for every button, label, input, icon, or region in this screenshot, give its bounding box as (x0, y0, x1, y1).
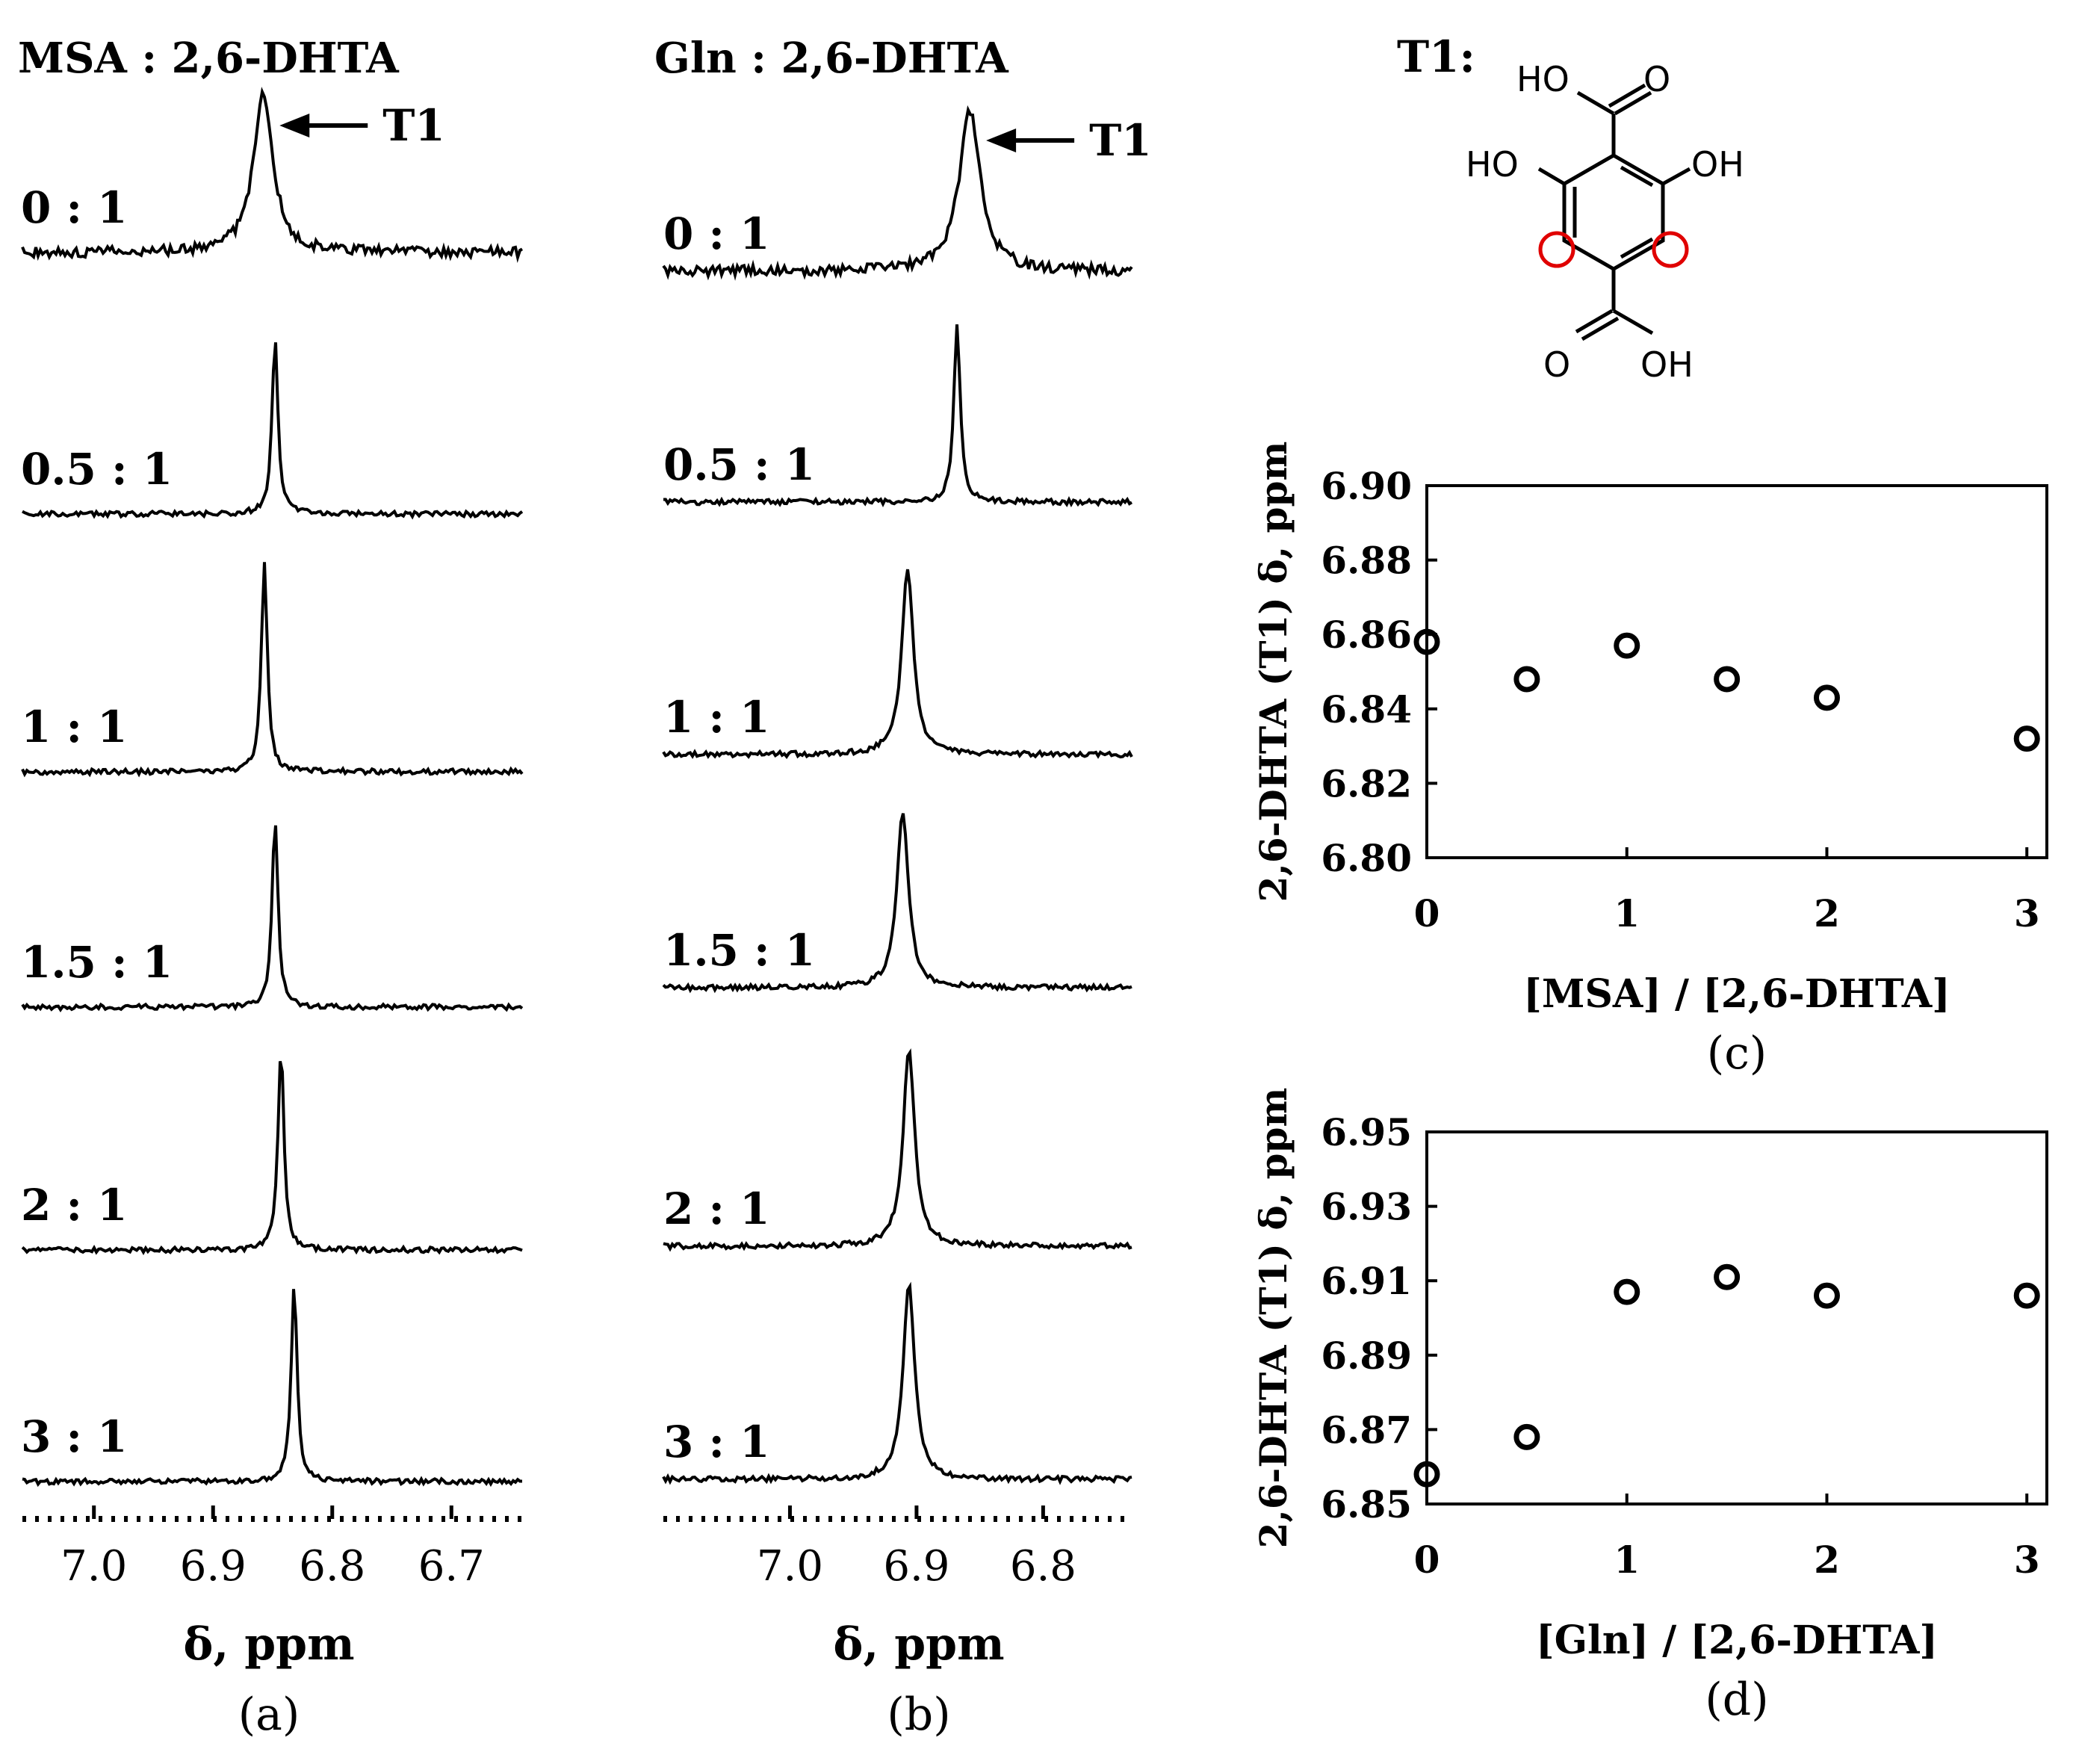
data-point (1513, 666, 1540, 693)
group-right-oh: OH (1691, 144, 1744, 185)
x-tick-label: 6.8 (299, 1542, 365, 1591)
ratio-label: 1.5 : 1 (21, 937, 173, 988)
x-tick-label: 6.8 (1010, 1542, 1076, 1591)
spectrum-3 (662, 813, 1132, 994)
arrow-head (279, 114, 310, 137)
data-point (1413, 1461, 1440, 1488)
x-axis-label: δ, ppm (183, 1618, 354, 1671)
y-tick-label: 6.85 (1321, 1482, 1412, 1526)
y-tick-label: 6.88 (1321, 539, 1412, 583)
y-tick-label: 6.95 (1321, 1110, 1412, 1154)
y-tick-label: 6.89 (1321, 1334, 1412, 1378)
ratio-label: 1.5 : 1 (663, 925, 815, 976)
y-tick-label: 6.80 (1321, 836, 1412, 880)
ratio-label: 0.5 : 1 (663, 439, 815, 490)
ratio-label: 0.5 : 1 (21, 444, 173, 495)
x-tick-label: 7.0 (757, 1542, 823, 1591)
panel-d-scatter-plot: 6.85 6.87 6.89 6.91 6.93 6.95 0 1 2 3 [Gln] / [2,6… (1251, 1088, 2048, 1726)
ratio-label: 0 : 1 (663, 208, 770, 259)
ratio-label: 0 : 1 (21, 182, 128, 233)
group-left-oh: HO (1466, 144, 1519, 185)
x-axis-label: [Gln] / [2,6-DHTA] (1536, 1618, 1938, 1663)
group-bottom-oh: OH (1640, 344, 1694, 385)
spectrum-1 (22, 342, 524, 520)
peak-label: T1 (382, 100, 445, 151)
ratio-label: 2 : 1 (663, 1183, 770, 1234)
x-tick-label: 2 (1814, 891, 1840, 935)
y-axis-label: 2,6-DHTA (T1) δ, ppm (1251, 442, 1295, 903)
spectrum-0 (662, 105, 1133, 281)
spectrum-2 (662, 569, 1133, 759)
benzene-ring (1537, 83, 1691, 341)
y-tick-label: 6.90 (1321, 464, 1412, 508)
panel-title: MSA : 2,6-DHTA (18, 34, 400, 83)
spectrum-5 (662, 1281, 1132, 1485)
x-tick-label: 3 (2014, 1538, 2040, 1582)
y-axis-label: 2,6-DHTA (T1) δ, ppm (1251, 1088, 1295, 1549)
x-tick-label: 0 (1414, 891, 1440, 935)
x-tick-label: 1 (1614, 891, 1640, 935)
data-point (2013, 1282, 2040, 1309)
ratio-label: 3 : 1 (21, 1411, 128, 1462)
group-top-o: O (1643, 59, 1670, 99)
spectrum-1 (663, 324, 1132, 508)
y-tick-label: 6.93 (1321, 1185, 1412, 1229)
plot-frame (1425, 484, 2048, 859)
y-tick-label: 6.86 (1321, 613, 1412, 657)
panel-caption: (a) (238, 1689, 300, 1741)
data-point (1714, 666, 1741, 693)
data-point (1513, 1423, 1540, 1450)
y-tick-label: 6.82 (1321, 761, 1412, 805)
spectrum-5 (22, 1289, 522, 1488)
arrow-head (986, 129, 1017, 152)
x-tick-label: 7.0 (61, 1542, 127, 1591)
y-tick-label: 6.84 (1321, 687, 1412, 731)
group-top-oh: HO (1516, 59, 1570, 99)
panel-title: Gln : 2,6-DHTA (654, 34, 1009, 83)
x-axis-label: [MSA] / [2,6-DHTA] (1523, 971, 1950, 1017)
spectrum-0 (21, 87, 524, 263)
peak-label: T1 (1089, 115, 1152, 166)
x-tick-label: 6.7 (418, 1542, 485, 1591)
panel-c-scatter-plot: 6.80 6.82 6.84 6.86 6.88 6.90 0 1 2 3 [MSA] / [2,6… (1251, 442, 2048, 1080)
panel-caption: (d) (1705, 1674, 1768, 1726)
t1-structure: T1: HO O HO OH O OH (1397, 31, 1744, 385)
x-tick-label: 3 (2014, 891, 2040, 935)
x-axis-label: δ, ppm (833, 1618, 1004, 1671)
spectrum-2 (21, 562, 524, 778)
structure-label: T1: (1397, 31, 1475, 82)
spectrum-4 (21, 1060, 523, 1255)
panel-b-nmr-stack: Gln : 2,6-DHTA 0 : 1 T1 0.5 : 1 1 : 1 1.5 : 1… (654, 34, 1152, 1741)
ratio-label: 1 : 1 (21, 702, 128, 752)
data-point (1413, 628, 1440, 655)
panel-caption: (b) (887, 1689, 950, 1741)
x-tick-label: 2 (1814, 1538, 1840, 1582)
plot-frame (1425, 1130, 2048, 1505)
data-point (1714, 1263, 1741, 1290)
ratio-label: 1 : 1 (663, 692, 770, 743)
data-point (1614, 632, 1640, 659)
x-tick-label: 0 (1414, 1538, 1440, 1582)
data-point (2013, 725, 2040, 752)
ratio-label: 3 : 1 (663, 1417, 770, 1467)
spectrum-3 (21, 825, 524, 1013)
highlight-circle-left (1538, 231, 1575, 268)
y-tick-label: 6.91 (1321, 1259, 1412, 1303)
y-tick-label: 6.87 (1321, 1408, 1412, 1452)
data-point (1614, 1278, 1640, 1305)
spectrum-4 (663, 1047, 1132, 1252)
group-bottom-o: O (1543, 344, 1570, 385)
panel-a-nmr-stack: MSA : 2,6-DHTA 0 : 1 T1 0.5 : 1 1 : 1 1.5 : 1… (18, 34, 524, 1741)
data-point (1813, 1282, 1840, 1309)
data-point (1813, 684, 1840, 711)
x-tick-label: 6.9 (883, 1542, 949, 1591)
ratio-label: 2 : 1 (21, 1180, 128, 1231)
panel-caption: (c) (1707, 1027, 1767, 1080)
x-tick-label: 6.9 (180, 1542, 247, 1591)
x-tick-label: 1 (1614, 1538, 1640, 1582)
highlight-circle-right (1652, 231, 1689, 268)
